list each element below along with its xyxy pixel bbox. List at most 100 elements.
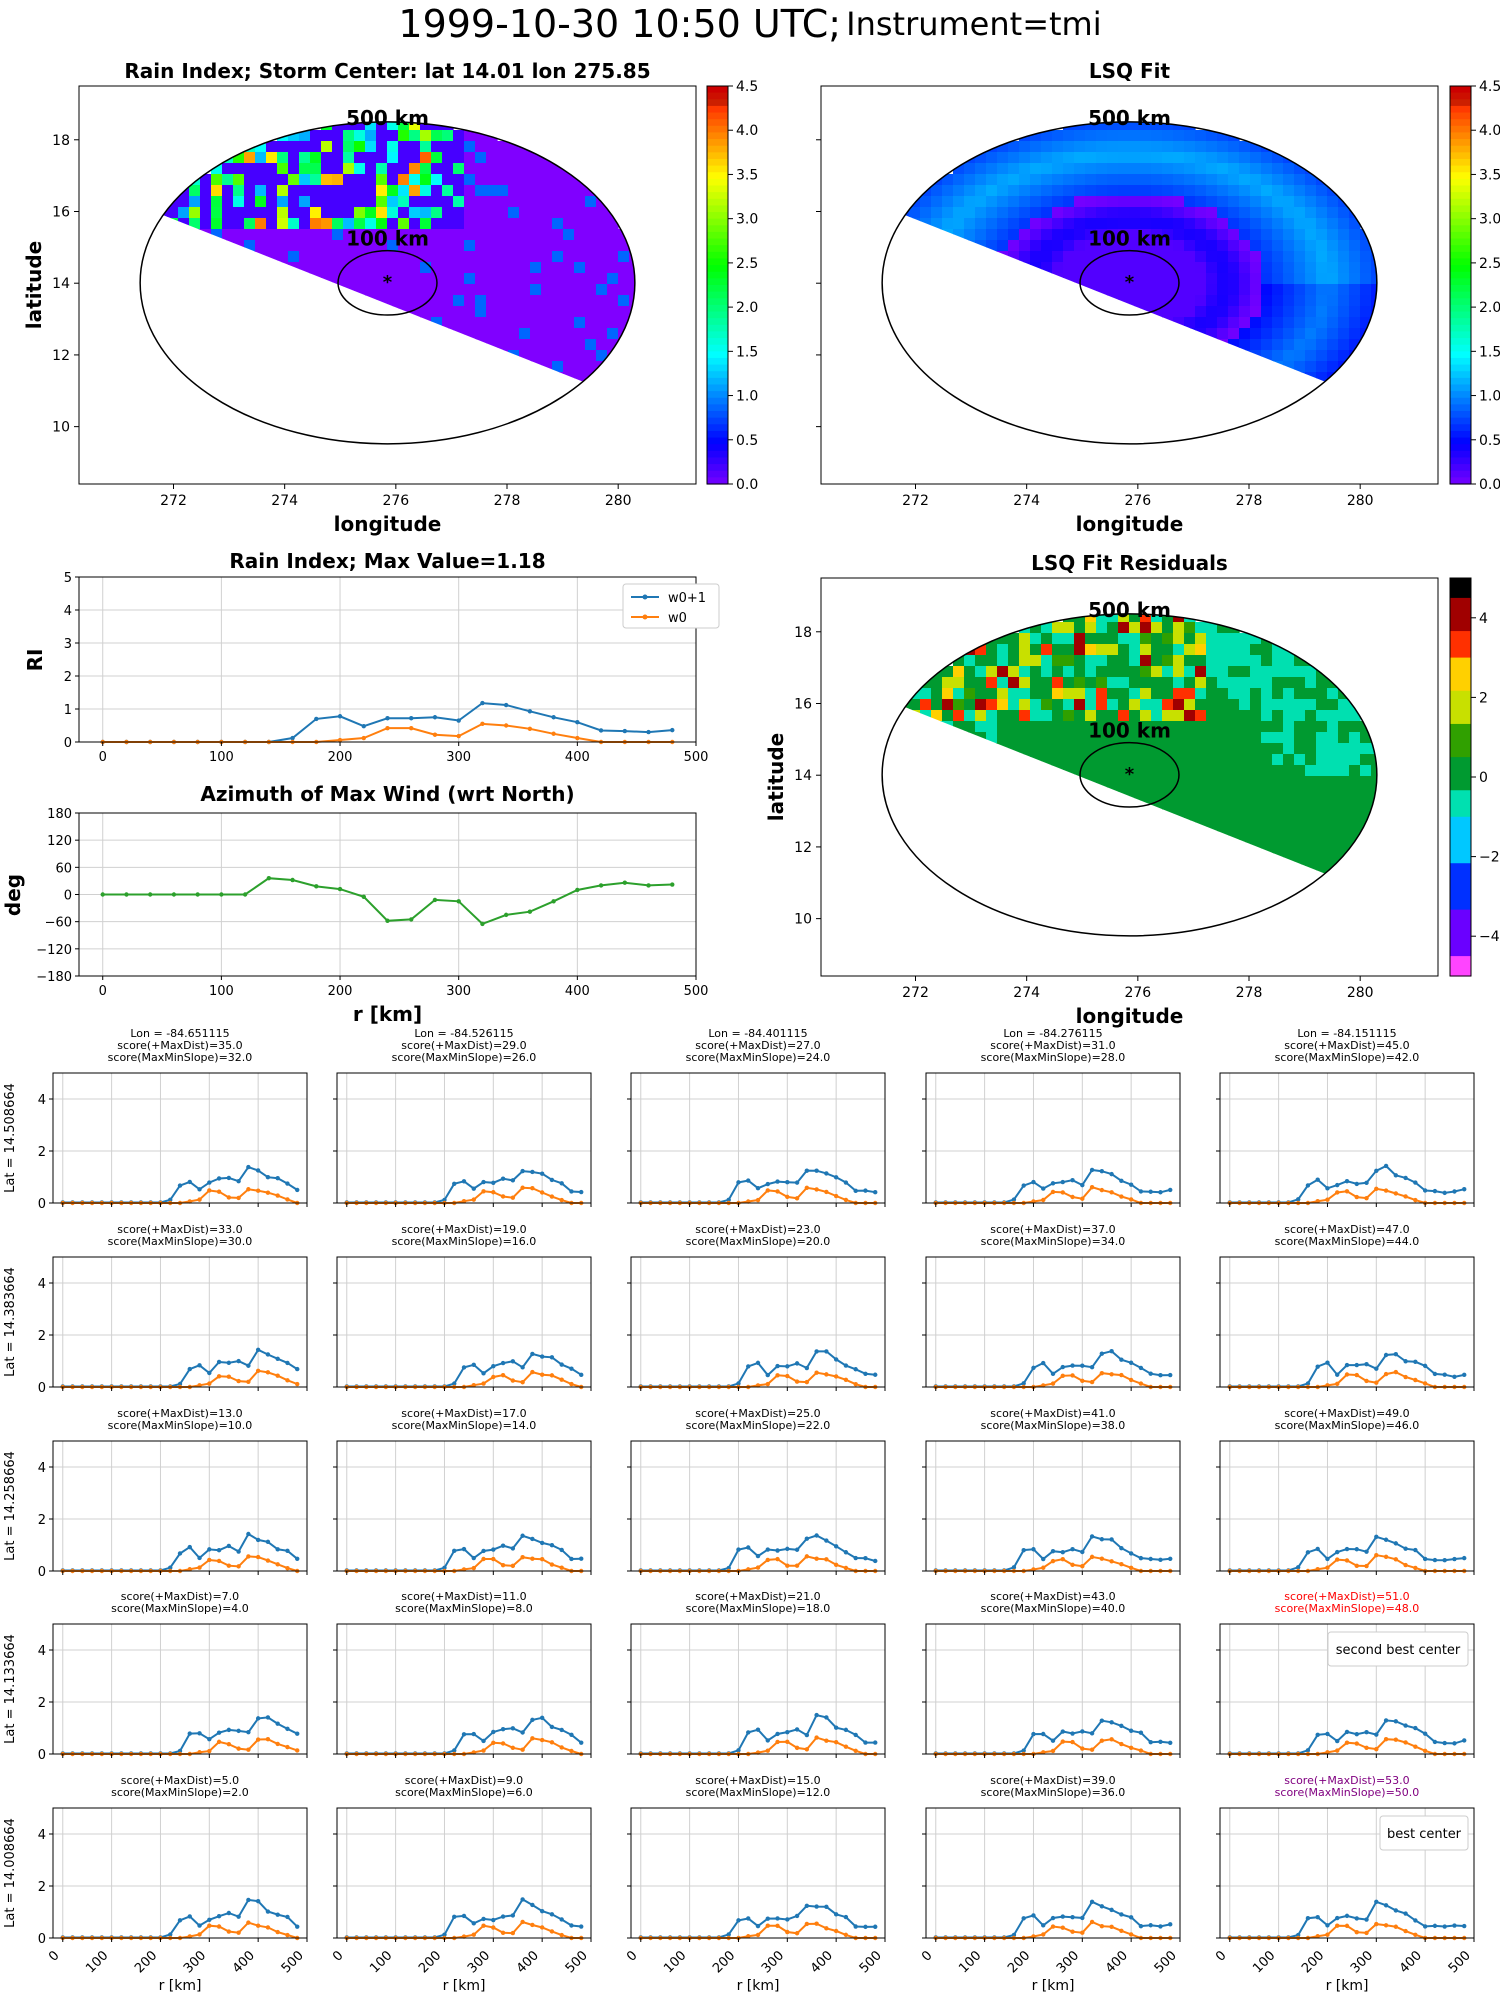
colorbar-tick-label: 2.0: [736, 300, 758, 316]
data-cell: [475, 284, 487, 296]
data-cell: [1239, 207, 1251, 219]
data-cell: [942, 842, 954, 854]
data-cell: [387, 196, 399, 208]
data-cell: [1272, 240, 1284, 252]
data-cell: [1294, 743, 1306, 755]
data-cell: [541, 295, 553, 307]
data-point: [409, 716, 414, 721]
data-point: [1099, 1556, 1105, 1561]
data-cell: [997, 317, 1009, 329]
data-cell: [964, 174, 976, 186]
data-cell: [1272, 886, 1284, 898]
data-cell: [321, 350, 333, 362]
lon-label: Lon = -84.276115: [1003, 1027, 1102, 1040]
colorbar-segment: [1450, 298, 1471, 306]
data-cell: [1349, 787, 1361, 799]
data-point: [1305, 1550, 1311, 1555]
data-cell: [1327, 765, 1339, 777]
data-cell: [1063, 416, 1075, 428]
data-cell: [1074, 677, 1086, 689]
profile-cell: [333, 1256, 592, 1391]
data-cell: [1217, 273, 1229, 285]
data-cell: [178, 339, 190, 351]
data-cell: [299, 427, 311, 439]
data-cell: [574, 174, 586, 186]
data-cell: [387, 152, 399, 164]
data-cell: [1272, 306, 1284, 318]
data-cell: [1129, 273, 1141, 285]
colorbar-segment: [1450, 750, 1471, 758]
data-cell: [1052, 174, 1064, 186]
data-cell: [1074, 361, 1086, 373]
y-tick-label: 10: [794, 912, 812, 928]
data-point: [1031, 1365, 1036, 1371]
data-cell: [409, 229, 421, 241]
data-cell: [288, 394, 300, 406]
data-cell: [1063, 613, 1075, 623]
data-cell: [1250, 875, 1262, 887]
data-point: [1364, 1563, 1369, 1569]
data-cell: [618, 240, 630, 252]
data-point: [1344, 1362, 1350, 1368]
data-point: [510, 1178, 516, 1183]
data-cell: [332, 306, 344, 318]
data-cell: [288, 196, 300, 208]
data-cell: [1239, 765, 1251, 777]
data-cell: [1162, 831, 1174, 843]
data-point: [843, 1565, 849, 1571]
data-point: [559, 1181, 564, 1186]
data-cell: [266, 295, 278, 307]
data-cell: [1129, 622, 1141, 634]
data-cell: [905, 273, 910, 285]
data-cell: [266, 306, 278, 318]
data-cell: [1349, 809, 1361, 821]
data-cell: [596, 350, 608, 362]
data-cell: [431, 130, 443, 142]
data-cell: [1173, 688, 1185, 700]
data-point: [833, 1175, 839, 1180]
data-cell: [1129, 853, 1141, 865]
data-cell: [1074, 328, 1086, 340]
colorbar-segment: [707, 351, 728, 359]
data-cell: [376, 218, 388, 230]
data-cell: [1195, 875, 1207, 887]
data-point: [549, 1724, 555, 1730]
data-cell: [629, 273, 635, 285]
data-cell: [964, 655, 976, 667]
data-cell: [244, 284, 256, 296]
data-cell: [332, 350, 344, 362]
data-cell: [1052, 886, 1064, 898]
data-cell: [453, 163, 465, 175]
data-cell: [931, 743, 943, 755]
data-cell: [332, 174, 344, 186]
data-cell: [1327, 240, 1339, 252]
data-cell: [1272, 842, 1284, 854]
data-cell: [1162, 644, 1174, 656]
data-cell: [1107, 721, 1119, 733]
data-cell: [1349, 262, 1361, 274]
data-cell: [1129, 427, 1141, 439]
data-cell: [1239, 721, 1251, 733]
data-cell: [310, 295, 322, 307]
data-cell: [585, 240, 597, 252]
data-point: [285, 1548, 290, 1553]
data-cell: [530, 174, 542, 186]
data-cell: [486, 251, 498, 263]
data-cell: [1107, 908, 1119, 920]
data-cell: [964, 262, 976, 274]
data-point: [559, 1565, 564, 1570]
data-cell: [997, 809, 1009, 821]
data-cell: [1030, 273, 1042, 285]
data-cell: [1250, 229, 1262, 241]
data-point: [1325, 1360, 1330, 1365]
data-cell: [1030, 284, 1042, 296]
colorbar-segment: [707, 444, 728, 452]
data-cell: [997, 699, 1009, 711]
data-cell: [310, 141, 322, 153]
data-cell: [398, 284, 410, 296]
data-cell: [1283, 875, 1295, 887]
data-point: [1374, 1366, 1379, 1371]
data-cell: [1195, 152, 1207, 164]
data-cell: [920, 765, 932, 777]
data-point: [873, 1190, 878, 1195]
